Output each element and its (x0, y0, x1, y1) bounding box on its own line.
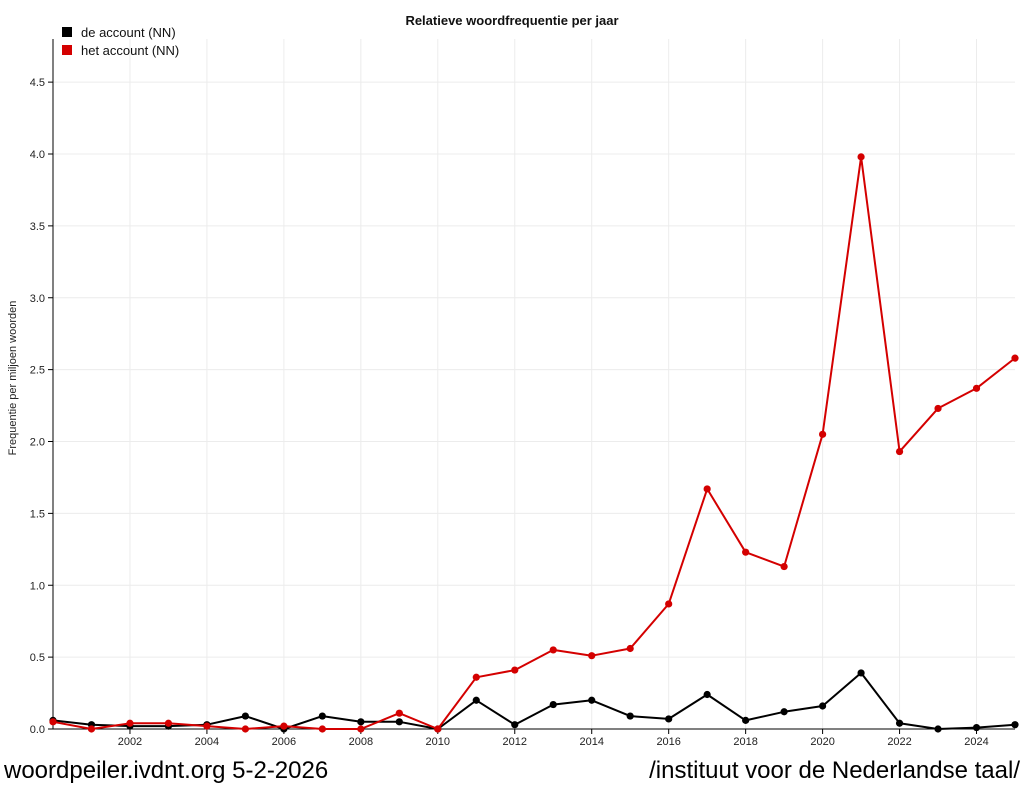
y-tick-label: 2.0 (30, 437, 45, 449)
x-tick-label: 2014 (579, 736, 603, 748)
chart: 2002 2004 2006 2008 2010 2012 2014 2016 2018 2020… (7, 13, 1019, 748)
y-tick-label: 0.5 (30, 652, 45, 664)
data-point[interactable] (1011, 721, 1019, 729)
data-point[interactable] (511, 721, 519, 729)
x-tick-label: 2024 (964, 736, 988, 748)
data-point[interactable] (280, 722, 288, 730)
data-point[interactable] (626, 712, 634, 720)
y-tick-label: 4.0 (30, 149, 45, 161)
y-tick-label: 3.5 (30, 221, 45, 233)
data-point[interactable] (472, 696, 480, 704)
series-line (52, 155, 1016, 730)
data-point[interactable] (395, 718, 403, 726)
data-point[interactable] (472, 673, 480, 681)
x-tick-label: 2008 (349, 736, 373, 748)
legend-label: het account (NN) (81, 43, 179, 58)
y-tick-label: 2.5 (30, 365, 45, 377)
y-tick-label: 1.0 (30, 580, 45, 592)
data-point[interactable] (934, 404, 942, 413)
data-point[interactable] (395, 709, 403, 717)
data-point[interactable] (318, 712, 326, 720)
data-point[interactable] (164, 719, 173, 727)
data-point[interactable] (241, 712, 249, 720)
data-point[interactable] (972, 723, 981, 732)
data-point[interactable] (434, 725, 442, 733)
x-tick-label: 2016 (656, 736, 680, 748)
data-point[interactable] (819, 702, 827, 710)
data-point[interactable] (703, 690, 711, 699)
data-point[interactable] (895, 719, 904, 727)
x-tick-label: 2012 (503, 736, 527, 748)
data-point[interactable] (895, 447, 904, 456)
footer-institute: /instituut voor de Nederlandse taal/ (649, 757, 1020, 784)
x-tick-label: 2006 (272, 736, 296, 748)
y-axis-label: Frequentie per miljoen woorden (7, 301, 19, 456)
data-point[interactable] (665, 715, 673, 723)
y-tick-label: 3.0 (30, 293, 45, 305)
series-de-account (49, 669, 1019, 733)
data-point[interactable] (742, 548, 750, 556)
x-tick-label: 2020 (810, 736, 834, 748)
chart-legend: de account (NN) het account (NN) (62, 25, 179, 58)
y-tick-label: 1.5 (30, 508, 45, 520)
legend-swatch (62, 27, 72, 37)
x-tick-label: 2010 (426, 736, 450, 748)
data-point[interactable] (780, 708, 788, 716)
data-point[interactable] (857, 153, 865, 161)
x-tick-label: 2002 (118, 736, 142, 748)
data-point[interactable] (780, 562, 788, 571)
chart-grid (53, 39, 1015, 729)
data-point[interactable] (588, 696, 596, 704)
data-point[interactable] (49, 718, 57, 726)
series-het-account (49, 153, 1019, 733)
data-point[interactable] (511, 666, 519, 674)
legend-label: de account (NN) (81, 25, 176, 40)
x-tick-label: 2022 (887, 736, 911, 748)
y-tick-label: 4.5 (30, 77, 45, 89)
data-point[interactable] (318, 725, 326, 733)
legend-swatch (62, 45, 72, 55)
data-point[interactable] (126, 719, 134, 727)
data-point[interactable] (972, 384, 981, 392)
data-point[interactable] (1011, 354, 1019, 362)
chart-series (49, 153, 1019, 733)
chart-axes: 2002 2004 2006 2008 2010 2012 2014 2016 2018 2020… (30, 39, 1015, 748)
data-point[interactable] (934, 725, 942, 733)
data-point[interactable] (87, 725, 96, 733)
y-tick-label: 0.0 (30, 724, 45, 736)
data-point[interactable] (819, 430, 827, 438)
data-point[interactable] (857, 669, 865, 677)
series-line (52, 671, 1016, 730)
x-tick-label: 2004 (195, 736, 219, 748)
chart-title: Relatieve woordfrequentie per jaar (405, 13, 618, 28)
x-tick-label: 2018 (733, 736, 757, 748)
data-point[interactable] (203, 722, 211, 730)
footer-source: woordpeiler.ivdnt.org 5-2-2026 (4, 757, 329, 784)
data-point[interactable] (549, 646, 557, 654)
data-point[interactable] (626, 644, 634, 653)
data-point[interactable] (703, 485, 711, 493)
data-point[interactable] (665, 600, 673, 608)
data-point[interactable] (549, 700, 557, 709)
data-point[interactable] (588, 652, 596, 660)
data-point[interactable] (357, 718, 365, 726)
data-point[interactable] (357, 725, 365, 733)
data-point[interactable] (742, 716, 750, 724)
data-point[interactable] (241, 725, 249, 733)
